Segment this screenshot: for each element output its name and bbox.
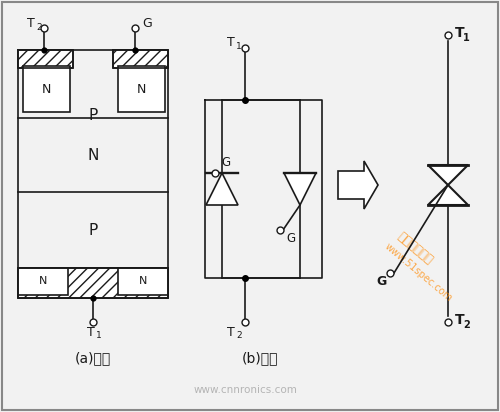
Text: 2: 2 bbox=[463, 320, 470, 330]
Text: T: T bbox=[455, 313, 464, 327]
Text: www.cnnronics.com: www.cnnronics.com bbox=[193, 385, 297, 395]
Text: www.51spec.com: www.51spec.com bbox=[382, 241, 454, 303]
Polygon shape bbox=[206, 173, 238, 205]
Text: 1: 1 bbox=[463, 33, 470, 43]
Text: (a)结构: (a)结构 bbox=[75, 351, 111, 365]
Text: 1: 1 bbox=[96, 332, 102, 340]
Polygon shape bbox=[428, 165, 468, 185]
Text: G: G bbox=[377, 275, 387, 288]
Text: 环球电气之家: 环球电气之家 bbox=[394, 229, 436, 267]
Text: G: G bbox=[221, 156, 230, 169]
Bar bbox=[18, 268, 68, 295]
Text: N: N bbox=[139, 276, 147, 286]
Text: T: T bbox=[455, 26, 464, 40]
Text: T: T bbox=[87, 325, 95, 339]
Bar bbox=[18, 50, 73, 68]
Bar bbox=[18, 268, 168, 298]
Text: T: T bbox=[227, 325, 235, 339]
Polygon shape bbox=[338, 161, 378, 209]
Bar bbox=[118, 268, 168, 295]
Polygon shape bbox=[428, 185, 468, 205]
Text: 1: 1 bbox=[236, 42, 242, 51]
Text: P: P bbox=[88, 108, 98, 122]
Text: N: N bbox=[39, 276, 47, 286]
Text: (b)电路: (b)电路 bbox=[242, 351, 278, 365]
Text: G: G bbox=[142, 16, 152, 30]
Bar bbox=[113, 50, 168, 68]
Text: N: N bbox=[136, 82, 145, 96]
Polygon shape bbox=[284, 173, 316, 205]
Text: T: T bbox=[227, 35, 235, 49]
Text: P: P bbox=[88, 222, 98, 237]
Text: N: N bbox=[88, 147, 99, 162]
Bar bbox=[118, 66, 165, 112]
Text: 2: 2 bbox=[236, 332, 242, 340]
Text: N: N bbox=[42, 82, 50, 96]
Text: 2: 2 bbox=[36, 23, 42, 31]
Text: T: T bbox=[27, 16, 35, 30]
Text: G: G bbox=[286, 232, 295, 245]
Bar bbox=[23, 66, 70, 112]
